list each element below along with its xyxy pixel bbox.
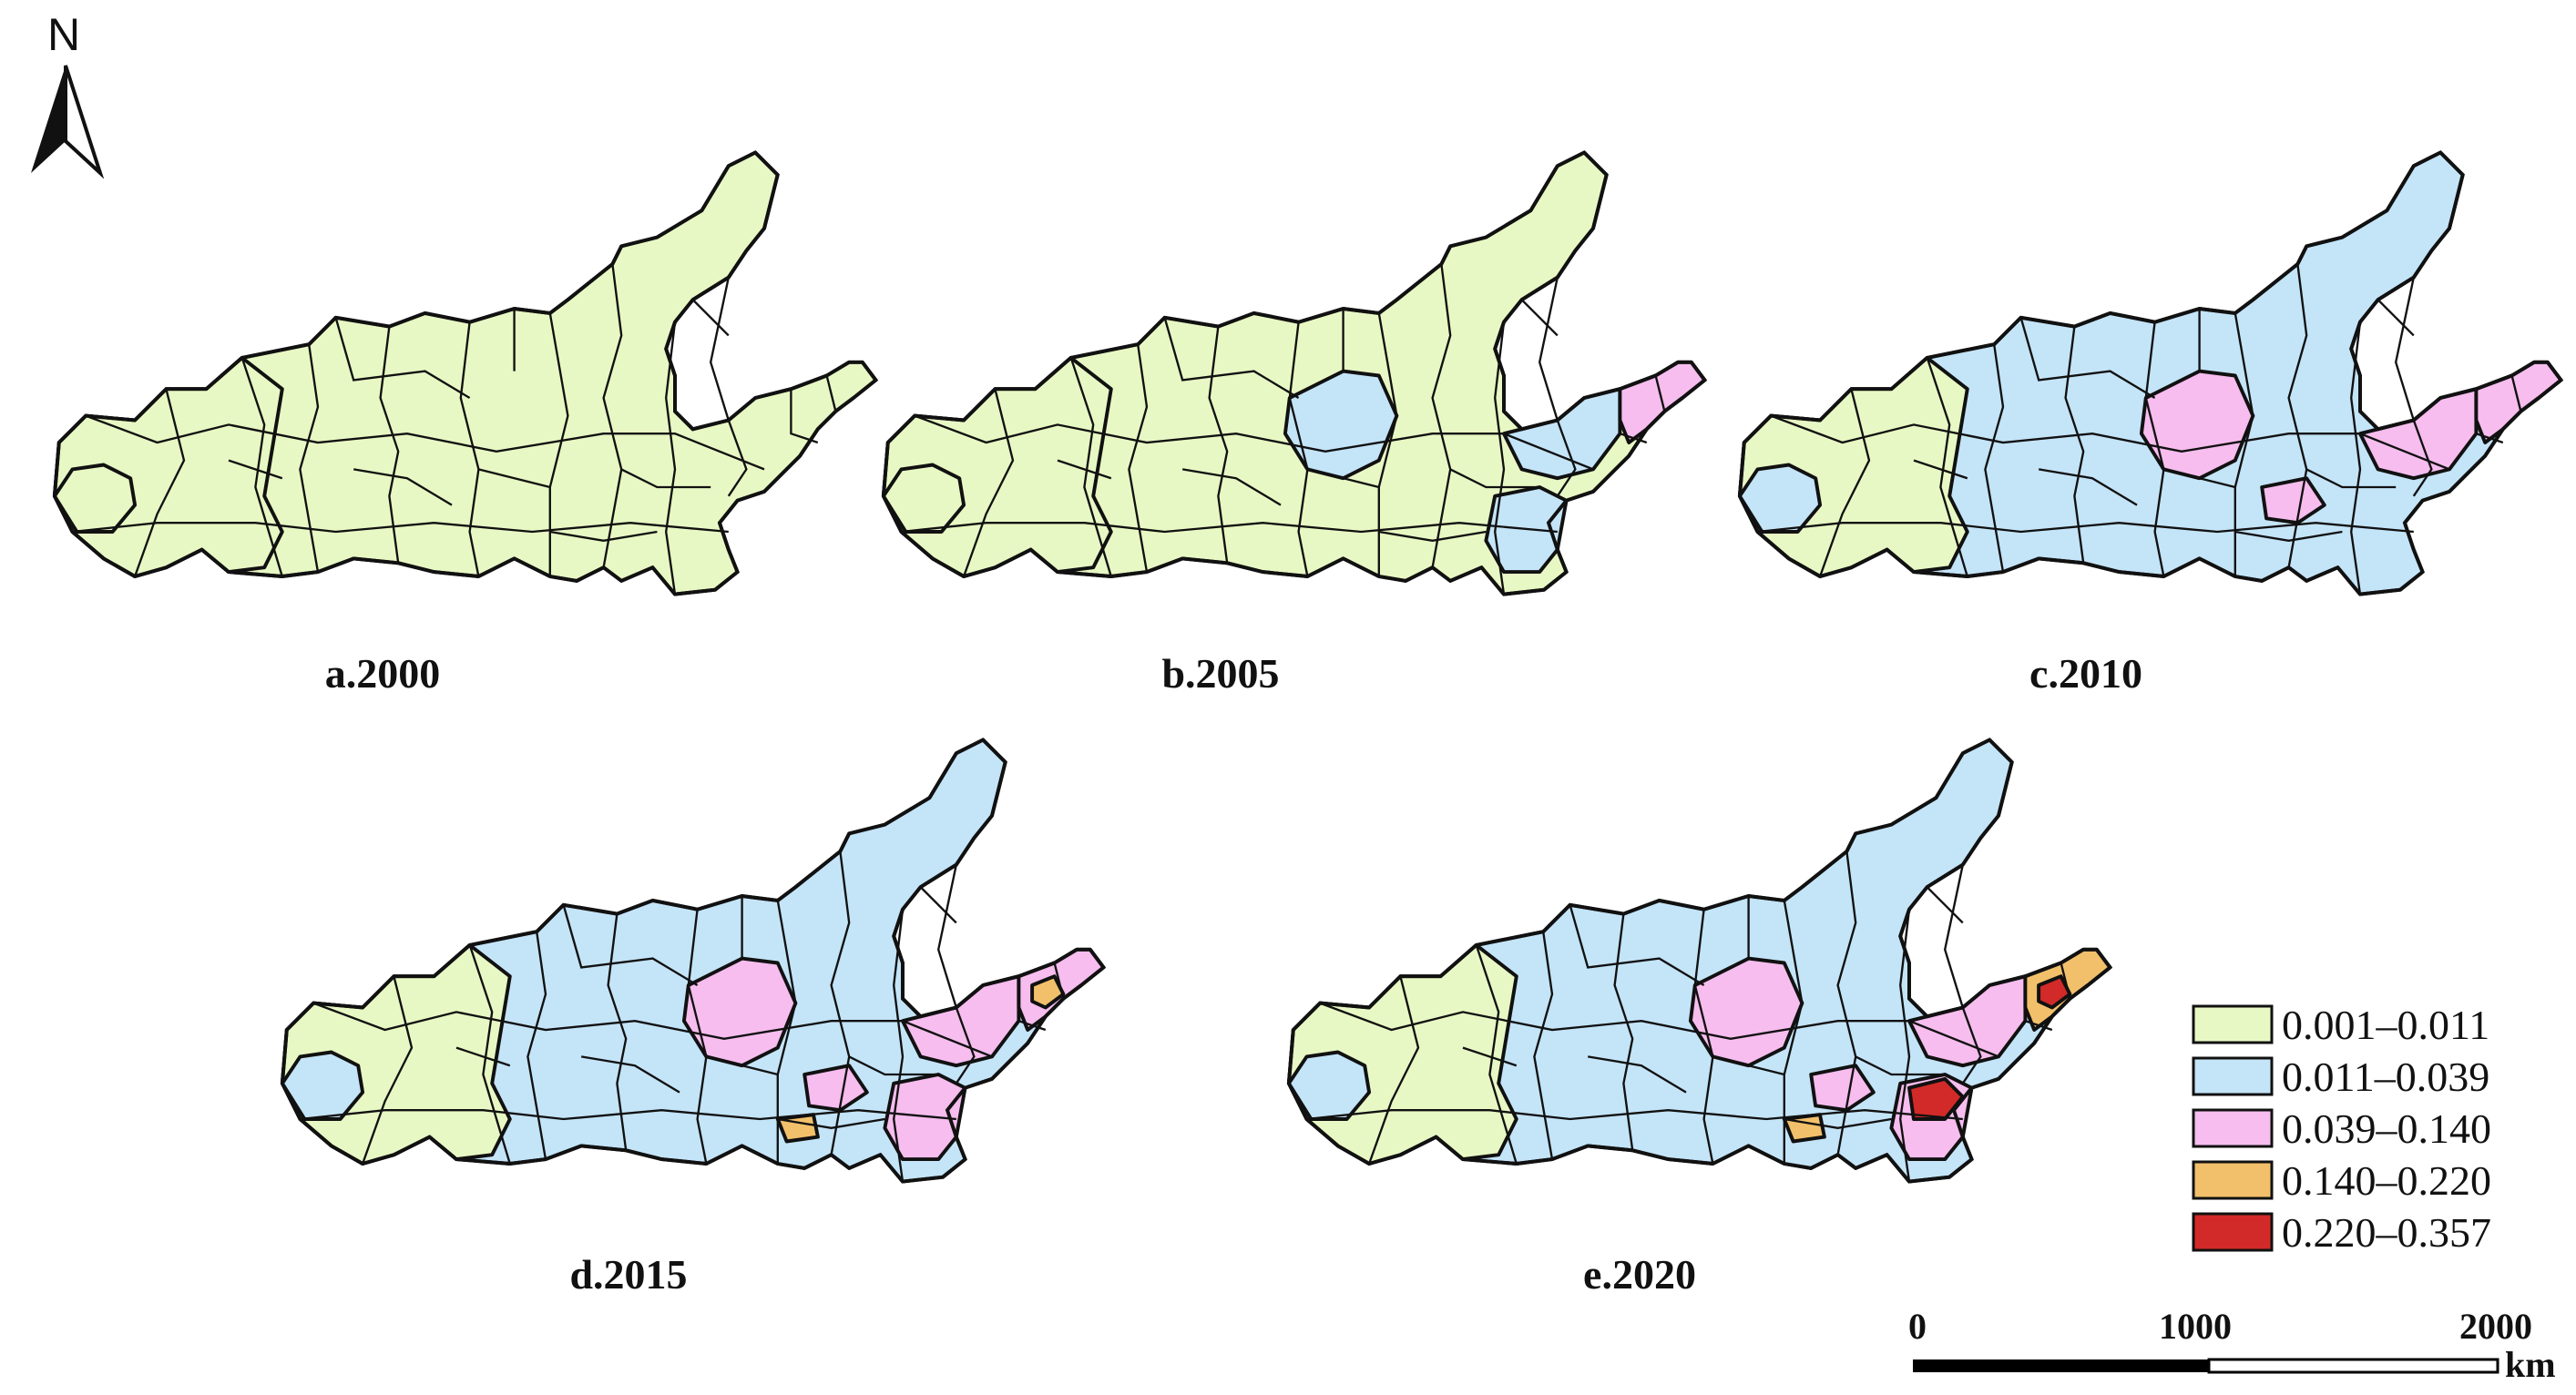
map-panel	[881, 150, 1708, 596]
scale-bar-white-segment	[2207, 1358, 2499, 1374]
region-south-small	[1782, 1113, 1826, 1144]
region-coast-small	[2037, 974, 2072, 1010]
region-south	[2260, 476, 2326, 525]
legend-swatch	[2192, 1004, 2274, 1044]
map-panel	[1286, 738, 2113, 1184]
scale-bar-black-segment	[1913, 1359, 2209, 1372]
panel-label: d.2015	[569, 1251, 687, 1298]
region-south	[802, 1064, 869, 1113]
legend-label: 0.011–0.039	[2282, 1054, 2489, 1100]
scale-tick-2000: 2000	[2459, 1306, 2532, 1347]
north-arrow-left-icon	[31, 66, 66, 173]
region-west-far	[280, 1050, 365, 1121]
region-outline	[280, 738, 1107, 1184]
scale-unit: km	[2505, 1344, 2556, 1385]
panel-label: e.2020	[1583, 1251, 1696, 1298]
region-outline	[881, 150, 1708, 596]
north-label: N	[47, 9, 80, 60]
region-south-small	[775, 1113, 820, 1144]
scale-bar: 0 1000 2000 km	[1908, 1306, 2556, 1385]
legend-swatch	[2192, 1212, 2274, 1252]
region-outline	[1737, 150, 2564, 596]
region-west-far	[881, 463, 966, 534]
scale-tick-0: 0	[1908, 1306, 1927, 1347]
map-panel	[1737, 150, 2564, 596]
north-arrow: N	[31, 9, 105, 179]
region-west-far	[1737, 463, 1823, 534]
map-panel	[52, 150, 879, 596]
region-outline	[1286, 738, 2113, 1184]
scale-tick-1000: 1000	[2159, 1306, 2232, 1347]
north-arrow-right-icon	[64, 65, 105, 179]
legend-swatch	[2192, 1160, 2274, 1200]
legend: 0.001–0.011 0.011–0.039 0.039–0.140 0.140–0…	[2192, 1002, 2491, 1256]
region-outline	[52, 150, 879, 596]
legend-label: 0.001–0.011	[2282, 1002, 2489, 1048]
map-panel	[280, 738, 1107, 1184]
legend-label: 0.220–0.357	[2282, 1209, 2491, 1256]
region-west-far	[52, 463, 138, 534]
panel-label: b.2005	[1161, 650, 1279, 697]
region-south	[1809, 1064, 1876, 1113]
panel-label: c.2010	[2029, 650, 2142, 697]
legend-label: 0.140–0.220	[2282, 1157, 2491, 1204]
map-panels: a.2000 b.2005 c.2010 d.2015 e.2020	[52, 150, 2564, 1298]
region-west-far	[1286, 1050, 1372, 1121]
legend-swatch	[2192, 1056, 2274, 1096]
legend-swatch	[2192, 1108, 2274, 1148]
panel-label: a.2000	[325, 650, 441, 697]
legend-label: 0.039–0.140	[2282, 1105, 2491, 1152]
region-coast-small	[1030, 974, 1066, 1010]
